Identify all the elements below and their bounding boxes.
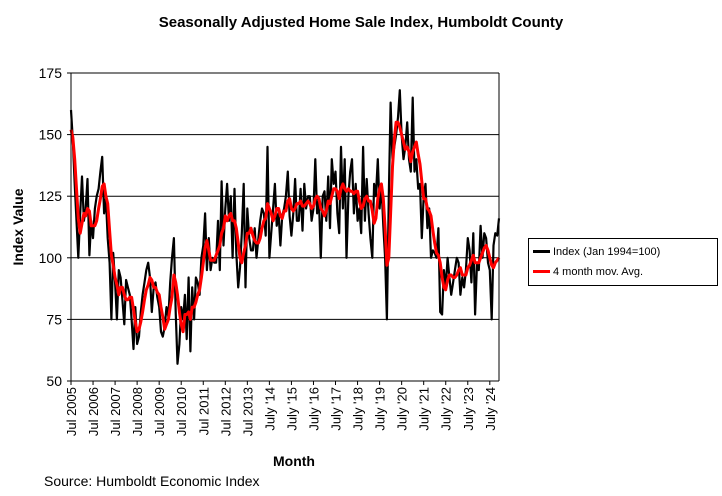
chart-title: Seasonally Adjusted Home Sale Index, Hum… xyxy=(158,14,564,31)
x-tick-label: July '16 xyxy=(307,387,322,431)
legend-swatch-index xyxy=(533,250,550,253)
x-tick-label: Jul 2011 xyxy=(196,387,211,435)
legend-label-index: Index (Jan 1994=100) xyxy=(553,246,661,258)
x-tick-label: Jul 2010 xyxy=(174,387,189,436)
y-tick-label: 75 xyxy=(46,311,62,327)
legend-item-moving-average: 4 month mov. Avg. xyxy=(533,265,644,279)
source-note: Source: Humboldt Economic Index xyxy=(44,473,260,489)
x-tick-label: July '15 xyxy=(284,387,299,431)
x-tick-label: Jul 2013 xyxy=(240,387,255,436)
x-tick-label: July '19 xyxy=(373,387,388,431)
legend-swatch-moving-average xyxy=(533,270,550,273)
x-tick-label: Jul 2007 xyxy=(108,387,123,436)
x-tick-label: July '20 xyxy=(395,387,410,431)
axes xyxy=(67,72,500,385)
x-tick-label: Jul 2012 xyxy=(218,387,233,436)
x-tick-label: July '17 xyxy=(329,387,344,431)
x-axis-label: Month xyxy=(273,453,315,469)
legend-label-moving-average: 4 month mov. Avg. xyxy=(553,266,644,278)
x-tick-label: Jul 2005 xyxy=(64,387,79,436)
series-lines xyxy=(69,89,501,365)
y-tick-label: 175 xyxy=(39,65,63,81)
x-tick-label: July '14 xyxy=(262,387,277,431)
x-tick-label: Jul 2006 xyxy=(86,387,101,436)
tick-labels: 50 75 100 125 150 175 Jul 2005 Jul 2006 Jul 2007… xyxy=(39,65,498,436)
legend: Index (Jan 1994=100) 4 month mov. Avg. xyxy=(528,238,718,286)
series-line-index xyxy=(69,89,501,365)
series-line-moving-average xyxy=(69,120,501,334)
x-tick-label: July '24 xyxy=(483,387,498,431)
x-tick-label: Jul 2009 xyxy=(152,387,167,436)
x-tick-label: July '21 xyxy=(417,387,432,431)
y-tick-label: 150 xyxy=(39,127,63,143)
x-tick-label: July '22 xyxy=(439,387,454,431)
y-axis-label: Index Value xyxy=(10,188,26,265)
legend-item-index: Index (Jan 1994=100) xyxy=(533,245,661,259)
x-tick-label: Jul 2008 xyxy=(130,387,145,436)
y-tick-label: 125 xyxy=(39,188,63,204)
y-tick-label: 100 xyxy=(39,250,63,266)
y-tick-label: 50 xyxy=(46,373,62,389)
x-tick-label: July '23 xyxy=(461,387,476,431)
x-tick-label: July '18 xyxy=(351,387,366,431)
